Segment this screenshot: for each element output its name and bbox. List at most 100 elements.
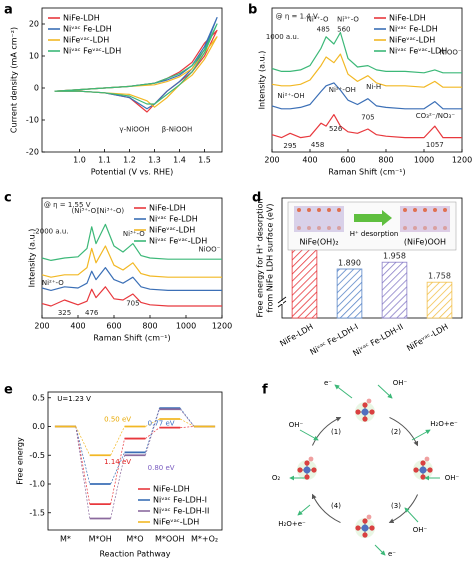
diagram-label: H₂O+e⁻ (278, 520, 306, 528)
annotation: NiOO⁻ (198, 246, 220, 254)
oxygen (420, 474, 426, 480)
annotation: Ni²⁺-O (42, 279, 64, 287)
y-axis-title: Intensity (a.u.) (28, 229, 37, 288)
panel-label: d (252, 191, 261, 206)
annotation: 1000 a.u. (266, 33, 299, 41)
bar (426, 281, 453, 319)
y-axis-title: Free energy for H⁺ desorption (256, 198, 265, 317)
x-tick-label: 200 (34, 322, 49, 331)
annotation: CO₃²⁻/NO₃⁻ (416, 112, 456, 120)
oxygen (355, 525, 361, 531)
connector (75, 426, 91, 456)
y-tick-label: 0.5 (32, 393, 45, 402)
oxygen (369, 409, 375, 415)
annotation: 2000 a.u. (35, 228, 68, 236)
bar (381, 261, 408, 319)
atom (317, 208, 321, 212)
annotation: Ni²⁺-OH (277, 92, 304, 100)
legend-label: Niᵛᵃᶜ Feᵛᵃᶜ-LDH (149, 237, 207, 246)
value-label: 1.958 (383, 252, 406, 261)
cycle-arrow (311, 493, 341, 524)
y-tick-label: 0 (34, 84, 39, 93)
x-tick-label: 1200 (212, 322, 232, 331)
connector (145, 407, 160, 453)
connector (145, 418, 160, 427)
legend-label: Niᵛᵃᶜ Fe-LDH-II (153, 507, 209, 516)
metal (361, 524, 369, 532)
diagram-label: e⁻ (324, 379, 332, 387)
atom (337, 226, 341, 230)
annotation: 295 (283, 142, 296, 150)
adsorbate (366, 398, 372, 404)
annotation: 0.77 eV (148, 420, 175, 428)
y-tick-label: -0.5 (29, 451, 45, 460)
atom (327, 208, 331, 212)
reactant-arrow (411, 429, 431, 441)
x-tick-label: 400 (70, 322, 85, 331)
adsorbate (424, 456, 430, 462)
annotation: 526 (329, 125, 343, 133)
x-tick-label: 1.0 (73, 156, 86, 165)
x-axis-title: Reaction Pathway (99, 550, 170, 559)
x-tick-label: 1.1 (98, 156, 111, 165)
cycle-arrow (311, 416, 342, 446)
diagram-label: e⁻ (388, 550, 396, 558)
connector (110, 438, 125, 505)
annotation: 1.14 eV (104, 458, 131, 466)
annotation: Ni²⁺-OH (329, 86, 356, 94)
y-axis-title: Current density (mA cm⁻²) (10, 27, 19, 133)
annotation: 0.50 eV (104, 416, 131, 424)
connector (179, 409, 195, 427)
atom (413, 226, 417, 230)
y-tick-label: -10 (26, 116, 39, 125)
legend-label: NiFeᵛᵃᶜ-LDH (153, 518, 199, 527)
diagram-label: OH⁻ (393, 379, 408, 387)
reactant-arrow (299, 429, 319, 441)
y-tick-label: 10 (29, 52, 39, 61)
series-line (271, 114, 462, 139)
atom (433, 226, 437, 230)
atom (443, 226, 447, 230)
annotation: 560 (337, 26, 350, 34)
oxygen (362, 416, 368, 422)
diagram-label: (2) (391, 428, 401, 436)
x-tick-label: NiFeᵛᵃᶜ-LDH (405, 322, 450, 353)
x-tick-label: M*OH (89, 535, 112, 544)
legend-label: Niᵛᵃᶜ Fe-LDH (63, 25, 112, 34)
diagram-label: H₂O+e⁻ (430, 420, 458, 428)
atom (423, 208, 427, 212)
atom (413, 208, 417, 212)
oxygen (413, 467, 419, 473)
annotation: 485 (317, 26, 330, 34)
value-label: 1.758 (428, 272, 451, 281)
axis-break (277, 296, 287, 304)
annotation: NiOO⁻ (440, 49, 462, 57)
oxygen (362, 518, 368, 524)
x-tick-label: 1.3 (148, 156, 161, 165)
atom (403, 208, 407, 212)
legend-label: NiFe-LDH (389, 14, 426, 23)
annotation: @ η = 1.55 V (44, 201, 91, 209)
x-axis-title: Potential (V vs. RHE) (91, 168, 173, 177)
panel-label: e (4, 383, 13, 398)
connector (180, 426, 195, 428)
diagram-label: OH⁻ (289, 421, 304, 429)
inset-label: H⁺ desorption (350, 230, 399, 238)
panel-label: b (248, 3, 257, 18)
reactant-arrow (404, 507, 419, 523)
series-line (271, 31, 462, 74)
annotation: Ni³⁺-O (123, 230, 145, 238)
cycle-arrow (389, 416, 419, 447)
x-tick-label: NiFe-LDH (278, 322, 314, 348)
oxygen (297, 467, 303, 473)
atom (443, 208, 447, 212)
annotation: (Ni³⁺-O) (72, 207, 100, 215)
connector (180, 418, 195, 427)
oxygen (355, 409, 361, 415)
annotation: Ni³⁺-O (337, 16, 359, 24)
metal (303, 466, 311, 474)
plot-frame (41, 7, 223, 153)
legend-label: Niᵛᵃᶜ Fe-LDH (149, 215, 198, 224)
inset-arrow (354, 214, 382, 222)
